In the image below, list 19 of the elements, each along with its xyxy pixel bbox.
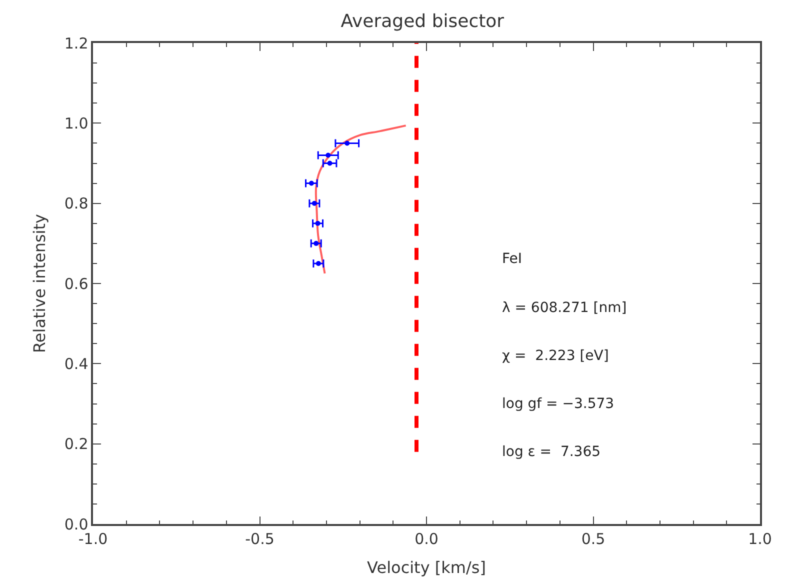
y-tick-label: 0.6 <box>64 274 88 293</box>
x-tick-label: -0.5 <box>245 530 274 548</box>
annotation: χ = 2.223 [eV] <box>502 348 609 364</box>
y-tick-label: 1.2 <box>64 34 88 52</box>
annotation: log ε = 7.365 <box>502 444 601 460</box>
y-tick-label: 1.0 <box>64 114 88 132</box>
annotation: λ = 608.271 [nm] <box>502 300 627 316</box>
chart-title: Averaged bisector <box>340 11 505 32</box>
x-tick-label: 0.0 <box>414 530 438 548</box>
y-tick-label: 0.2 <box>64 435 88 454</box>
y-axis-title: Relative intensity <box>30 214 49 353</box>
line-series <box>314 124 407 274</box>
x-axis-title: Velocity [km/s] <box>367 558 486 577</box>
annotation: FeI <box>502 251 522 267</box>
x-tick-label: 1.0 <box>748 530 772 548</box>
y-tick-label: 0.4 <box>64 354 88 373</box>
x-tick-label: 0.5 <box>581 530 606 548</box>
y-tick-label: 0.8 <box>64 194 88 213</box>
annotation: log gf = −3.573 <box>502 396 614 412</box>
